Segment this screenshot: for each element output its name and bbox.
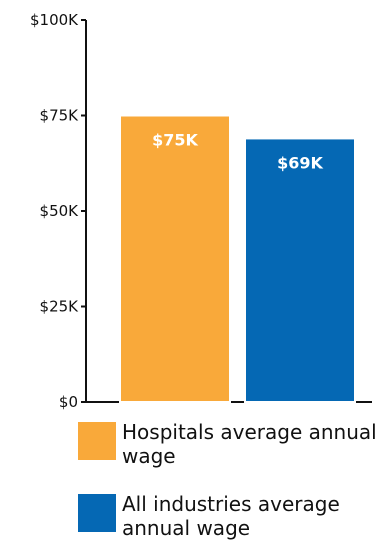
legend-label-hospitals: Hospitals average annual wage [122, 420, 377, 468]
legend-item-hospitals: Hospitals average annual wage [78, 420, 382, 468]
legend-swatch-all-industries [78, 494, 116, 532]
bars-layer: $75K $69K [119, 114, 356, 403]
y-tick-label: $75K [40, 107, 80, 125]
legend-swatch-hospitals [78, 422, 116, 460]
legend-label-all-industries: All industries average annual wage [122, 492, 340, 540]
y-tick-label: $50K [40, 202, 80, 220]
y-tick-label: $0 [59, 393, 78, 410]
y-tick-label: $25K [40, 298, 80, 316]
bar-all-industries [244, 137, 356, 403]
bar-value-label: $69K [277, 153, 323, 172]
legend-item-all-industries: All industries average annual wage [78, 492, 382, 540]
y-tick-label: $100K [30, 11, 79, 29]
bar-hospitals [119, 114, 231, 403]
bar-chart: $0 $25K $50K $75K $100K $75K $69K [30, 11, 372, 410]
bar-value-label: $75K [152, 131, 198, 150]
